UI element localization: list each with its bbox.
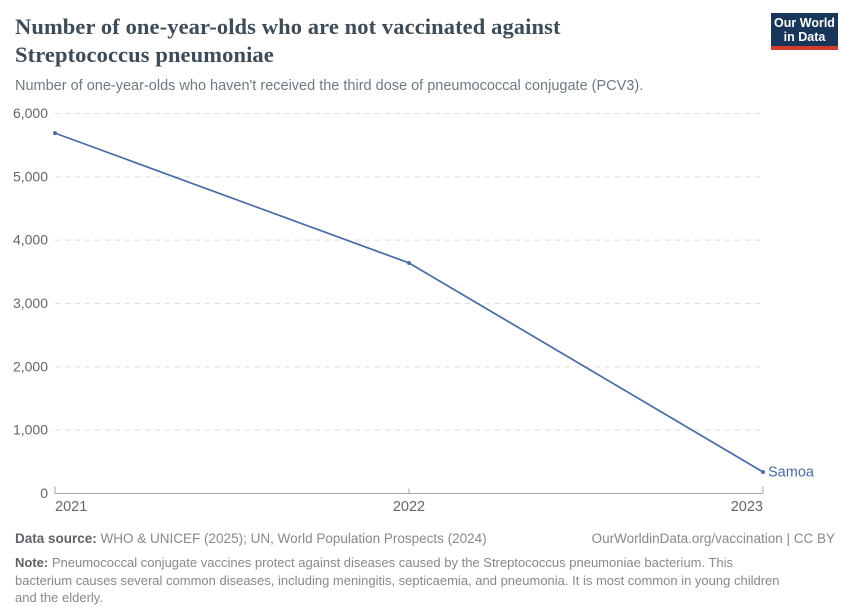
owid-url-link[interactable]: OurWorldinData.org/vaccination	[591, 531, 783, 546]
chart-subtitle: Number of one-year-olds who haven't rece…	[15, 78, 644, 94]
y-tick-label: 2,000	[13, 358, 48, 374]
footer-links: OurWorldinData.org/vaccination | CC BY	[592, 531, 835, 546]
data-point[interactable]	[53, 131, 57, 136]
y-tick-label: 6,000	[13, 105, 48, 121]
logo-text-line2: in Data	[783, 29, 826, 44]
note-label: Note:	[15, 555, 49, 570]
footer-sources-row: Data source: WHO & UNICEF (2025); UN, Wo…	[15, 531, 835, 546]
data-line-samoa[interactable]	[54, 132, 764, 473]
y-tick-label: 5,000	[13, 168, 48, 184]
footer-separator: |	[782, 531, 794, 546]
chart-title-line2: Streptococcus pneumoniae	[15, 42, 274, 67]
data-source-label: Data source:	[15, 531, 97, 546]
series-label-samoa[interactable]: Samoa	[768, 464, 815, 480]
license-link[interactable]: CC BY	[793, 531, 835, 546]
data-source-value: WHO & UNICEF (2025); UN, World Populatio…	[100, 531, 487, 546]
owid-logo[interactable]: Our World in Data	[771, 13, 838, 50]
data-source-text: Data source: WHO & UNICEF (2025); UN, Wo…	[15, 531, 487, 546]
y-tick-label: 3,000	[13, 295, 48, 311]
x-tick-label: 2022	[393, 499, 425, 515]
chart-title: Number of one-year-olds who are not vacc…	[15, 13, 760, 69]
x-tick-label: 2023	[731, 499, 763, 515]
y-tick-label: 0	[40, 485, 48, 501]
x-tick-label: 2021	[55, 499, 87, 515]
data-point[interactable]	[761, 469, 765, 474]
footer-note: Note: Pneumococcal conjugate vaccines pr…	[15, 554, 793, 607]
y-tick-label: 4,000	[13, 232, 48, 248]
data-point[interactable]	[407, 260, 411, 265]
logo-text-line1: Our World	[774, 15, 835, 30]
chart-title-line1: Number of one-year-olds who are not vacc…	[15, 14, 561, 39]
y-tick-label: 1,000	[13, 422, 48, 438]
note-text: Pneumococcal conjugate vaccines protect …	[15, 555, 780, 605]
